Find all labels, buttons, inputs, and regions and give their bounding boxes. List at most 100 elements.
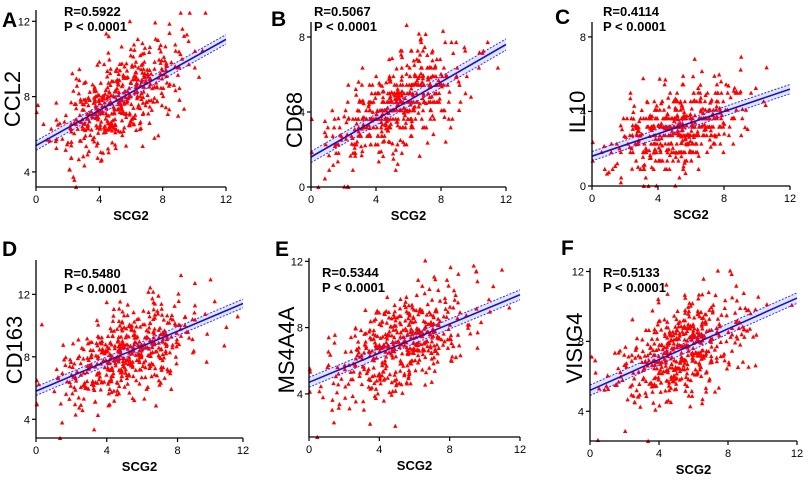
y-tick-label: 4 bbox=[299, 107, 305, 119]
data-point bbox=[413, 74, 419, 79]
data-point bbox=[683, 170, 688, 176]
y-tick-label: 8 bbox=[297, 323, 303, 335]
data-point bbox=[165, 111, 171, 117]
data-point bbox=[431, 355, 437, 360]
x-tick-label: 4 bbox=[655, 193, 661, 205]
data-point bbox=[411, 350, 416, 355]
data-point bbox=[676, 149, 681, 155]
data-point bbox=[72, 361, 77, 366]
data-point bbox=[335, 159, 341, 164]
data-point bbox=[307, 389, 313, 394]
data-point bbox=[715, 99, 721, 104]
data-point bbox=[371, 331, 376, 336]
x-tick-label: 4 bbox=[656, 448, 662, 460]
data-point bbox=[355, 347, 360, 352]
data-point bbox=[176, 49, 182, 54]
ci-lower-line bbox=[308, 299, 521, 388]
data-point bbox=[734, 334, 739, 339]
data-point bbox=[702, 98, 708, 104]
data-point bbox=[364, 345, 369, 350]
data-point bbox=[127, 110, 132, 116]
data-point bbox=[666, 124, 672, 129]
data-point bbox=[393, 99, 398, 104]
y-axis-label: CCL2 bbox=[0, 71, 25, 127]
data-point bbox=[186, 335, 192, 340]
x-tick-label: 0 bbox=[306, 444, 312, 456]
data-point bbox=[362, 143, 368, 148]
data-point bbox=[118, 105, 123, 110]
data-point bbox=[89, 354, 94, 360]
data-point bbox=[445, 309, 451, 314]
data-point bbox=[722, 305, 727, 311]
data-point bbox=[167, 350, 173, 355]
data-point bbox=[609, 149, 614, 155]
data-point bbox=[673, 99, 679, 104]
data-point bbox=[345, 99, 350, 104]
data-point bbox=[103, 342, 108, 347]
data-point bbox=[688, 99, 693, 104]
data-point bbox=[383, 349, 388, 354]
data-point bbox=[641, 76, 646, 81]
data-point bbox=[68, 155, 74, 160]
data-point bbox=[637, 381, 642, 386]
data-point bbox=[156, 327, 161, 332]
data-point bbox=[140, 363, 146, 369]
data-point bbox=[425, 65, 431, 70]
data-point bbox=[417, 101, 423, 106]
data-point bbox=[138, 355, 144, 360]
data-point bbox=[711, 140, 716, 146]
data-point bbox=[715, 268, 721, 273]
data-point bbox=[427, 286, 432, 292]
data-point bbox=[449, 358, 455, 363]
data-point bbox=[162, 58, 168, 63]
data-point bbox=[691, 90, 696, 95]
data-point bbox=[706, 378, 712, 383]
data-point bbox=[145, 92, 150, 97]
data-point bbox=[136, 357, 142, 362]
data-point bbox=[399, 382, 404, 387]
data-point bbox=[105, 74, 110, 79]
data-point bbox=[677, 331, 682, 336]
data-point bbox=[632, 355, 638, 360]
data-point bbox=[96, 130, 101, 135]
data-point bbox=[178, 333, 184, 338]
data-point bbox=[152, 135, 157, 140]
data-point bbox=[366, 102, 372, 107]
data-point bbox=[448, 264, 453, 270]
data-point bbox=[159, 301, 164, 306]
data-point bbox=[389, 333, 395, 338]
data-point bbox=[443, 139, 448, 144]
data-point bbox=[410, 108, 415, 113]
data-point bbox=[74, 369, 80, 374]
data-point bbox=[478, 319, 484, 325]
data-point bbox=[95, 117, 101, 122]
data-point bbox=[647, 381, 652, 386]
data-point bbox=[366, 366, 371, 371]
data-point bbox=[409, 118, 415, 124]
data-point bbox=[728, 95, 733, 100]
data-point bbox=[68, 125, 73, 130]
data-point bbox=[423, 31, 428, 37]
data-point bbox=[176, 322, 181, 327]
data-point bbox=[674, 359, 679, 364]
data-point bbox=[70, 391, 75, 396]
data-point bbox=[429, 356, 434, 361]
data-point bbox=[150, 344, 155, 350]
data-point bbox=[425, 74, 431, 80]
data-point bbox=[58, 401, 64, 406]
data-point bbox=[647, 113, 653, 118]
data-point bbox=[713, 90, 718, 95]
data-point bbox=[629, 392, 634, 397]
data-point bbox=[141, 360, 146, 365]
data-point bbox=[133, 84, 138, 89]
data-point bbox=[126, 354, 132, 359]
data-point bbox=[132, 332, 138, 337]
data-point bbox=[71, 174, 76, 179]
data-point bbox=[155, 311, 161, 316]
data-point bbox=[645, 353, 650, 358]
data-point bbox=[124, 114, 129, 120]
x-tick-label: 4 bbox=[376, 444, 382, 456]
data-point bbox=[173, 354, 179, 359]
data-point bbox=[181, 33, 187, 38]
data-point bbox=[703, 321, 709, 326]
